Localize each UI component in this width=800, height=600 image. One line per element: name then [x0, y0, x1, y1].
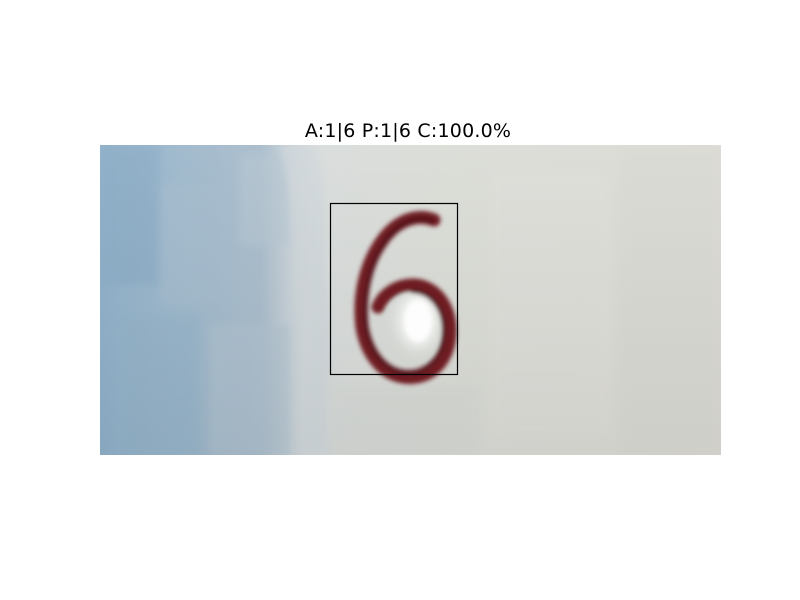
- bounding-box: [329, 202, 459, 376]
- digit-photo: [100, 145, 721, 455]
- plot-title: A:1|6 P:1|6 C:100.0%: [304, 120, 512, 142]
